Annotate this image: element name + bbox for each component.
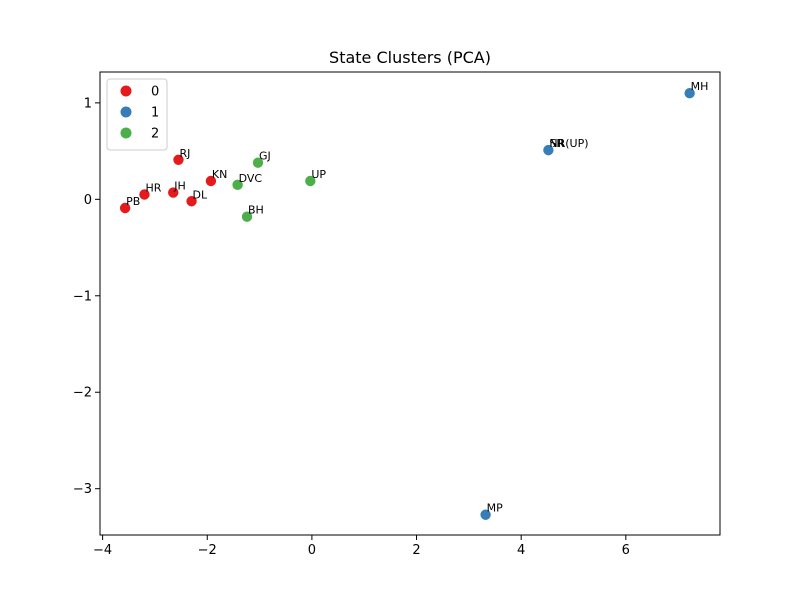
data-point-mp (479, 508, 492, 521)
y-tick-label: −1 (73, 289, 92, 304)
legend-label: 2 (151, 127, 159, 142)
legend-label: 1 (151, 106, 159, 121)
y-tick-label: −2 (73, 386, 92, 401)
data-point-nr (542, 144, 555, 156)
plot-frame (99, 71, 721, 536)
y-tick-label: −3 (73, 482, 92, 497)
legend-marker (120, 127, 132, 139)
data-point-up (304, 175, 317, 187)
point-label: UP (311, 168, 326, 181)
x-tick-label: −2 (198, 543, 217, 558)
chart-title: State Clusters (PCA) (329, 48, 491, 67)
x-tick-label: 6 (622, 543, 630, 558)
point-label: NR(UP) (549, 137, 588, 150)
point-label: PB (126, 195, 140, 208)
point-label: NR (549, 137, 565, 150)
legend-marker (120, 85, 132, 97)
data-point-jh (167, 186, 180, 199)
legend-marker (120, 106, 132, 118)
y-tick-label: 1 (84, 96, 92, 111)
data-point-kn (205, 175, 217, 187)
data-point-dvc (231, 179, 244, 191)
x-tick-label: 2 (412, 543, 420, 558)
legend-label: 0 (151, 85, 159, 100)
point-label: MP (487, 502, 503, 515)
point-label: JH (173, 180, 186, 193)
data-point-gj (252, 156, 264, 169)
y-tick-label: 0 (84, 193, 92, 208)
point-label: RJ (179, 147, 190, 160)
point-label: HR (145, 182, 161, 195)
data-point-pb (119, 202, 131, 214)
data-point-hr (138, 188, 151, 201)
data-point-dl (185, 195, 198, 208)
x-tick-label: 0 (308, 543, 316, 558)
x-tick-label: 4 (517, 543, 525, 558)
data-point-bh (241, 210, 253, 223)
x-tick-label: −4 (93, 543, 112, 558)
point-label: MH (691, 80, 709, 93)
data-point-rj (172, 153, 185, 166)
point-label: DVC (239, 172, 263, 185)
legend: 0 1 2 (106, 78, 168, 151)
data-point-mh (683, 87, 696, 100)
point-label: DL (193, 188, 208, 201)
point-label: KN (212, 168, 227, 181)
point-label: GJ (259, 150, 271, 163)
point-label: BH (248, 204, 264, 217)
